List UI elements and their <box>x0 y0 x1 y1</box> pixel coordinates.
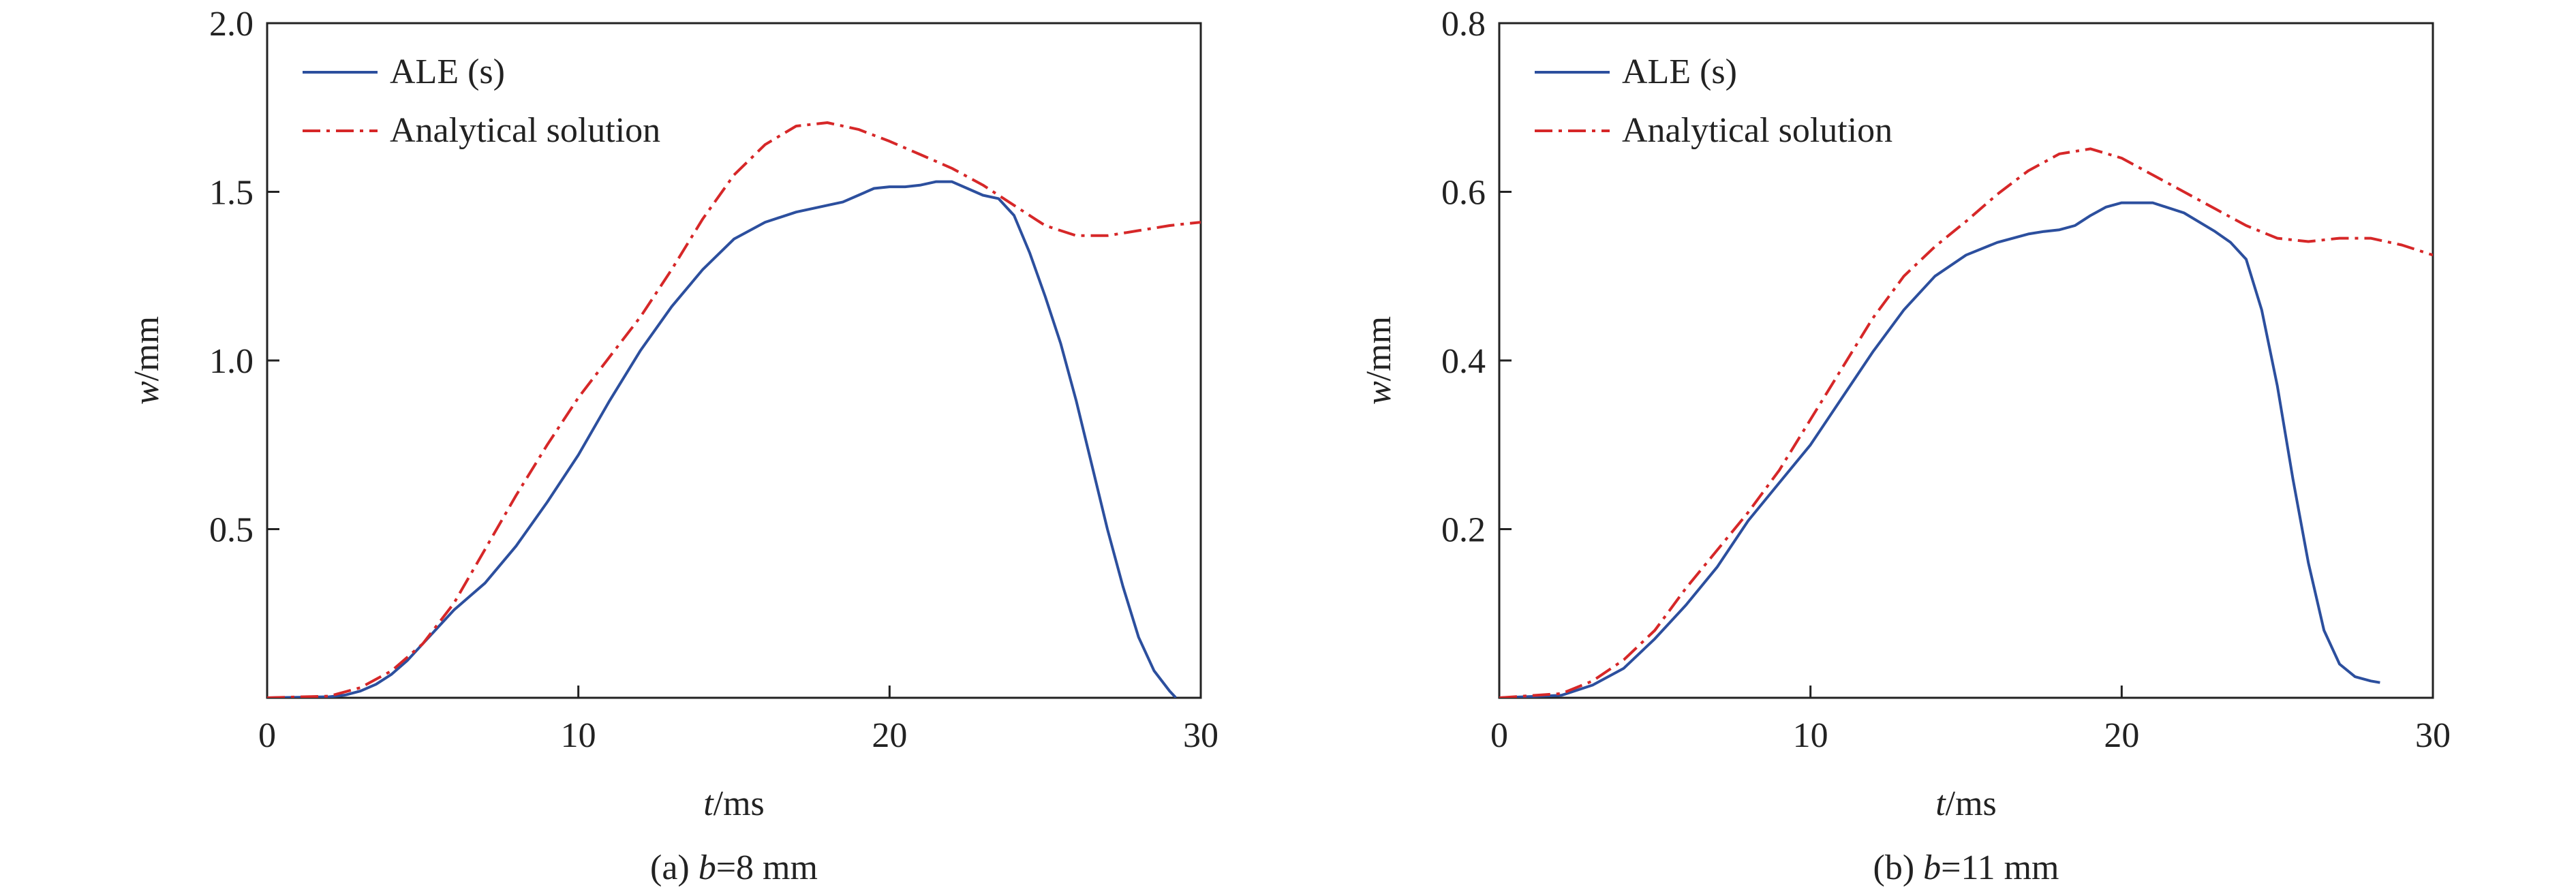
panel-b: 0 10 20 30 0.2 0.4 0.6 0.8 t/ms w/mm ALE (s) Analyt… <box>1360 5 2451 887</box>
legend-label: ALE (s) <box>1622 52 1737 91</box>
x-tick-label: 20 <box>872 716 907 755</box>
legend-label: Analytical solution <box>390 111 660 150</box>
y-tick-label: 2.0 <box>209 5 254 44</box>
y-tick-label: 0.8 <box>1441 5 1486 44</box>
series-line-analytical <box>1499 147 2433 698</box>
panel-caption-value: =11 mm <box>1941 848 2059 887</box>
series-line-ale <box>267 180 1177 698</box>
x-axis-variable: t <box>1935 784 1946 823</box>
x-tick-label: 10 <box>1793 716 1828 755</box>
y-axis-variable: w <box>127 381 166 405</box>
y-axis-unit: /mm <box>1360 316 1398 381</box>
y-axis-variable: w <box>1360 381 1398 405</box>
x-tick-label: 0 <box>258 716 276 755</box>
panel-caption-variable: b <box>1923 848 1941 887</box>
y-tick-label: 0.2 <box>1441 511 1486 550</box>
y-tick-label: 0.4 <box>1441 342 1486 381</box>
x-axis-variable: t <box>703 784 714 823</box>
panel-caption-prefix: (a) <box>650 848 699 887</box>
x-axis-unit: /ms <box>714 784 765 823</box>
y-tick-label: 0.5 <box>209 511 254 550</box>
panel-caption-prefix: (b) <box>1873 848 1924 887</box>
panel-caption-variable: b <box>699 848 716 887</box>
series-line-analytical <box>267 121 1201 698</box>
panel-caption-value: =8 mm <box>716 848 818 887</box>
x-axis-label: t/ms <box>1935 784 1997 823</box>
y-tick-label: 0.6 <box>1441 174 1486 213</box>
x-axis-label: t/ms <box>703 784 765 823</box>
panel-caption: (b) b=11 mm <box>1873 848 2059 887</box>
series-line-ale <box>1499 201 2380 698</box>
y-axis-unit: /mm <box>127 316 166 381</box>
legend-label: ALE (s) <box>390 52 505 91</box>
y-axis-label: w/mm <box>127 316 166 405</box>
x-tick-label: 0 <box>1490 716 1508 755</box>
panel-caption: (a) b=8 mm <box>650 848 818 887</box>
x-tick-label: 30 <box>1183 716 1218 755</box>
panel-a: 0 10 20 30 0.5 1.0 1.5 2.0 t/ms w/mm ALE (s) Analyt… <box>127 5 1218 887</box>
x-tick-label: 30 <box>2415 716 2451 755</box>
x-tick-label: 20 <box>2104 716 2139 755</box>
x-tick-label: 10 <box>561 716 596 755</box>
x-axis-unit: /ms <box>1946 784 1997 823</box>
y-axis-label: w/mm <box>1360 316 1398 405</box>
y-tick-label: 1.0 <box>209 342 254 381</box>
legend-label: Analytical solution <box>1622 111 1892 150</box>
y-tick-label: 1.5 <box>209 174 254 213</box>
